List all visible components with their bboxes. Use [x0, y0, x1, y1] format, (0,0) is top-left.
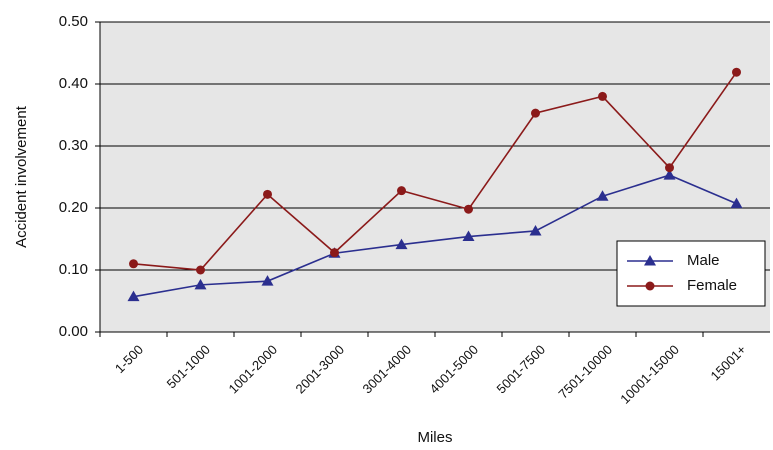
y-tick-label: 0.30 — [59, 137, 88, 154]
x-tick-label: 501-1000 — [164, 342, 213, 391]
x-tick-label: 1001-2000 — [225, 342, 280, 397]
series-line — [133, 174, 737, 298]
marker — [596, 190, 609, 201]
marker — [395, 238, 408, 250]
marker — [330, 248, 339, 258]
x-tick-label: 4001-5000 — [426, 342, 481, 397]
marker — [462, 230, 475, 242]
x-tick-label: 3001-4000 — [359, 342, 414, 397]
y-tick-label: 0.00 — [59, 323, 88, 340]
x-tick-label: 2001-3000 — [292, 342, 347, 397]
marker — [263, 189, 272, 199]
legend-label: Male — [687, 252, 720, 269]
marker — [732, 67, 741, 77]
marker — [598, 91, 607, 101]
x-tick-label: 15001+ — [708, 342, 750, 384]
marker — [665, 163, 674, 173]
y-tick-label: 0.10 — [59, 261, 88, 278]
legend-box — [616, 240, 766, 307]
marker — [645, 281, 655, 291]
marker — [129, 259, 138, 269]
x-axis-title: Miles — [417, 429, 452, 446]
y-tick-label: 0.50 — [59, 13, 88, 30]
marker — [464, 204, 473, 214]
marker — [194, 278, 207, 290]
marker — [663, 169, 676, 180]
marker — [730, 197, 743, 209]
marker — [261, 275, 274, 286]
marker — [127, 290, 140, 302]
x-tick-label: 7501-10000 — [555, 342, 615, 402]
y-axis-title: Accident involvement — [13, 105, 30, 248]
marker — [531, 108, 540, 118]
legend-label: Female — [687, 277, 737, 294]
y-tick-label: 0.40 — [59, 75, 88, 92]
legend: Male Female — [616, 240, 766, 307]
marker — [397, 186, 406, 196]
x-tick-label: 10001-15000 — [617, 342, 682, 407]
x-tick-label: 5001-7500 — [493, 342, 548, 397]
y-tick-label: 0.20 — [59, 199, 88, 216]
x-tick-label: 1-500 — [112, 342, 146, 376]
marker — [529, 224, 542, 236]
marker — [644, 255, 656, 266]
series-line — [133, 71, 738, 271]
marker — [196, 265, 205, 275]
